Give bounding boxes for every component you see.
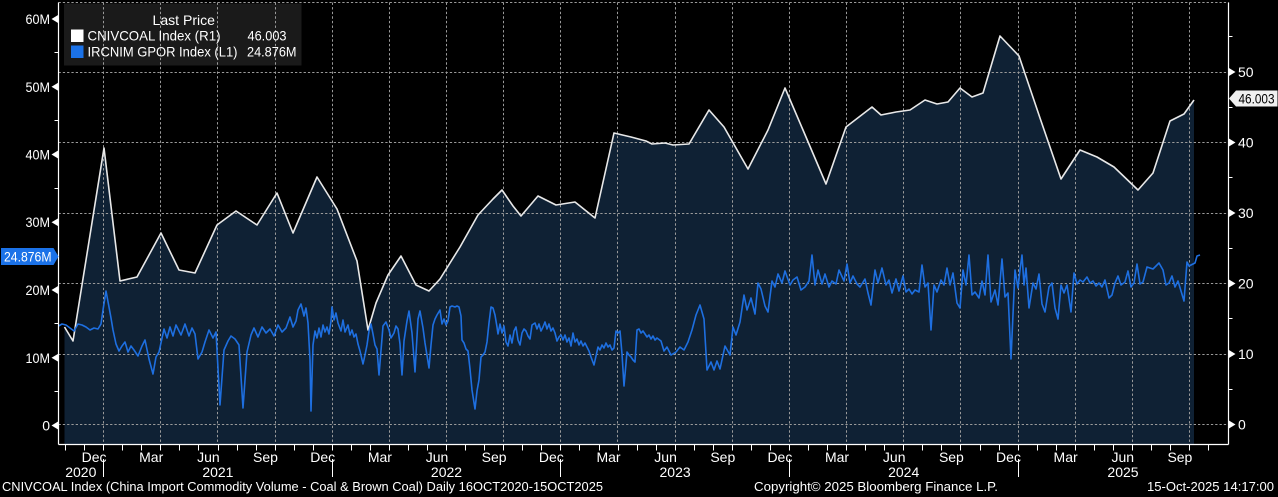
svg-text:30: 30 [1238, 205, 1254, 221]
svg-text:IRCNIM GPOR Index (L1): IRCNIM GPOR Index (L1) [88, 44, 238, 60]
svg-text:40: 40 [1238, 135, 1254, 151]
svg-text:46.003: 46.003 [1239, 91, 1275, 107]
svg-text:Jun: Jun [654, 449, 677, 465]
svg-text:20: 20 [1238, 276, 1254, 292]
svg-text:Dec: Dec [82, 449, 107, 465]
svg-text:2022: 2022 [431, 464, 462, 480]
svg-text:Last Price: Last Price [153, 12, 216, 28]
svg-text:50: 50 [1238, 64, 1254, 80]
svg-text:Jun: Jun [426, 449, 449, 465]
svg-text:Sep: Sep [482, 449, 507, 465]
svg-text:2020: 2020 [65, 464, 96, 480]
svg-text:Dec: Dec [767, 449, 792, 465]
svg-text:30M: 30M [26, 214, 51, 230]
svg-text:CNIVCOAL Index (R1): CNIVCOAL Index (R1) [88, 28, 221, 44]
svg-text:15-Oct-2025 14:17:00: 15-Oct-2025 14:17:00 [1147, 479, 1274, 494]
svg-text:2021: 2021 [202, 464, 233, 480]
svg-text:0: 0 [1238, 417, 1246, 433]
svg-text:2025: 2025 [1107, 464, 1138, 480]
svg-text:Dec: Dec [310, 449, 335, 465]
svg-text:Mar: Mar [825, 449, 849, 465]
svg-text:Sep: Sep [710, 449, 735, 465]
svg-text:40M: 40M [26, 147, 51, 163]
svg-text:Sep: Sep [1167, 449, 1192, 465]
svg-text:Jun: Jun [883, 449, 906, 465]
svg-text:Mar: Mar [1054, 449, 1078, 465]
svg-text:2023: 2023 [660, 464, 691, 480]
svg-text:2024: 2024 [888, 464, 919, 480]
svg-text:60M: 60M [26, 11, 51, 27]
svg-text:0: 0 [42, 418, 50, 434]
svg-text:Dec: Dec [539, 449, 564, 465]
svg-text:10: 10 [1238, 346, 1254, 362]
svg-text:Sep: Sep [939, 449, 964, 465]
svg-text:Mar: Mar [596, 449, 620, 465]
svg-text:50M: 50M [26, 79, 51, 95]
svg-text:Jun: Jun [1112, 449, 1135, 465]
svg-text:Mar: Mar [368, 449, 392, 465]
svg-text:Copyright© 2025 Bloomberg Fina: Copyright© 2025 Bloomberg Finance L.P. [754, 479, 998, 494]
svg-text:24.876M: 24.876M [4, 249, 52, 265]
svg-text:46.003: 46.003 [248, 28, 287, 44]
svg-text:24.876M: 24.876M [247, 44, 297, 60]
svg-text:20M: 20M [26, 282, 51, 298]
svg-text:Sep: Sep [253, 449, 278, 465]
svg-text:Mar: Mar [139, 449, 163, 465]
svg-text:CNIVCOAL Index (China Import C: CNIVCOAL Index (China Import Commodity V… [2, 479, 603, 494]
svg-text:Dec: Dec [996, 449, 1021, 465]
svg-text:10M: 10M [26, 350, 51, 366]
svg-text:Jun: Jun [197, 449, 220, 465]
